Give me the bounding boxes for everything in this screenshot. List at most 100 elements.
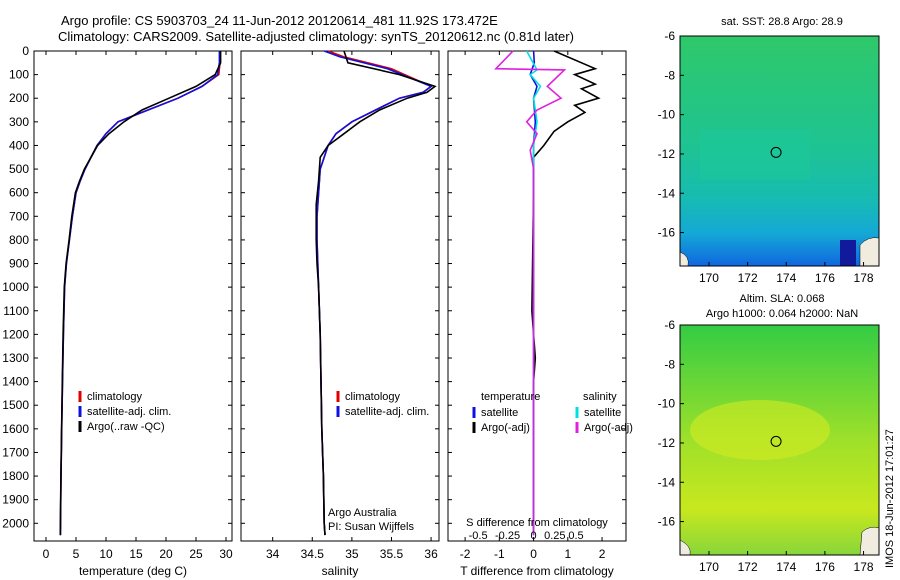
x-axis-label: T difference from climatology bbox=[460, 564, 614, 578]
sst-map-patch bbox=[700, 130, 810, 180]
y-tick-label: 1400 bbox=[2, 375, 29, 389]
s-tick-label: 0 bbox=[531, 530, 537, 542]
legend-label: satellite-adj. clim. bbox=[345, 406, 429, 418]
sla-map-title: Altim. SLA: 0.068 bbox=[740, 293, 825, 305]
legend-label: satellite-adj. clim. bbox=[87, 406, 171, 418]
y-tick-label: 200 bbox=[9, 91, 29, 105]
sla-map-subtitle: Argo h1000: 0.064 h2000: NaN bbox=[706, 308, 858, 320]
sst-map: sat. SST: 28.8 Argo: 28.9 170 172 174 176 17… bbox=[658, 16, 880, 285]
legend-label: satellite bbox=[481, 407, 518, 419]
side-stamp: IMOS 18-Jun-2012 17:01:27 bbox=[884, 429, 896, 568]
y-tick-label: 100 bbox=[9, 68, 29, 82]
y-tick-label: 700 bbox=[9, 209, 29, 223]
legend-label: satellite bbox=[584, 407, 621, 419]
y-tick-label: 1300 bbox=[2, 351, 29, 365]
map-y-tick-label: -8 bbox=[664, 357, 675, 371]
map-x-tick-label: 172 bbox=[738, 271, 758, 285]
y-tick-label: 600 bbox=[9, 186, 29, 200]
y-tick-label: 1100 bbox=[3, 304, 29, 318]
map-y-tick-label: -14 bbox=[658, 475, 676, 489]
map-x-tick-label: 172 bbox=[738, 560, 758, 574]
x-tick-label: 20 bbox=[159, 547, 173, 561]
map-x-tick-label: 170 bbox=[699, 271, 719, 285]
y-tick-label: 1500 bbox=[2, 398, 29, 412]
x-tick-label: 2 bbox=[599, 547, 606, 561]
x-axis-label-top: S difference from climatology bbox=[466, 517, 608, 529]
plot-frame bbox=[33, 50, 233, 542]
salinity-panel: 34 34.5 35 35.5 36 salinity climatology satelli… bbox=[240, 50, 440, 578]
map-y-tick-label: -10 bbox=[658, 397, 676, 411]
map-y-tick-label: -12 bbox=[658, 147, 676, 161]
y-tick-label: 0 bbox=[22, 44, 29, 58]
argo-location-marker bbox=[770, 146, 782, 158]
header-line-1: Argo profile: CS 5903703_24 11-Jun-2012 … bbox=[61, 13, 498, 28]
temperature-panel: 0100200300400500600700800900100011001200… bbox=[2, 44, 233, 578]
x-tick-label: 10 bbox=[99, 547, 113, 561]
legend-label: Argo(-adj) bbox=[481, 422, 530, 434]
y-tick-label: 1900 bbox=[2, 493, 29, 507]
legend-header-t: temperature bbox=[481, 391, 540, 403]
x-tick-label: -1 bbox=[494, 547, 505, 561]
s-tick-label: 0.25 bbox=[544, 530, 565, 542]
y-tick-label: 1200 bbox=[2, 327, 29, 341]
y-tick-label: 500 bbox=[9, 162, 29, 176]
x-axis-label: salinity bbox=[322, 564, 359, 578]
x-tick-label: -2 bbox=[460, 547, 471, 561]
sst-map-axes: 170 172 174 176 178 -6 -8 -10 -12 -14 -16 bbox=[658, 29, 874, 285]
map-y-tick-label: -16 bbox=[658, 226, 676, 240]
x-tick-label: 35 bbox=[345, 547, 359, 561]
y-tick-label: 900 bbox=[9, 257, 29, 271]
legend-label: climatology bbox=[345, 391, 401, 403]
x-tick-label: 34.5 bbox=[301, 547, 325, 561]
legend-label: Argo(..raw -QC) bbox=[87, 421, 165, 433]
map-y-tick-label: -16 bbox=[658, 515, 676, 529]
sla-map: Altim. SLA: 0.068 Argo h1000: 0.064 h200… bbox=[658, 293, 880, 574]
series-line-3 bbox=[494, 50, 567, 536]
s-tick-label: 0.5 bbox=[568, 530, 583, 542]
x-axis-label: temperature (deg C) bbox=[79, 564, 187, 578]
map-x-tick-label: 170 bbox=[699, 560, 719, 574]
x-tick-label: 36 bbox=[424, 547, 438, 561]
map-y-tick-label: -6 bbox=[664, 318, 675, 332]
sla-map-land bbox=[859, 526, 880, 556]
sst-map-title: sat. SST: 28.8 Argo: 28.9 bbox=[721, 16, 843, 28]
legend-label: Argo(-adj) bbox=[584, 422, 633, 434]
series-line-2 bbox=[59, 51, 222, 536]
map-y-tick-label: -12 bbox=[658, 436, 676, 450]
s-tick-label: -0.5 bbox=[469, 530, 488, 542]
sst-map-frame bbox=[679, 35, 880, 267]
x-tick-label: 0 bbox=[43, 547, 50, 561]
legend-label: climatology bbox=[87, 391, 143, 403]
map-y-tick-label: -10 bbox=[658, 108, 676, 122]
x-tick-label: 35.5 bbox=[380, 547, 404, 561]
x-tick-label: 25 bbox=[189, 547, 203, 561]
sla-map-highs bbox=[690, 400, 830, 460]
x-tick-label: 30 bbox=[219, 547, 233, 561]
y-tick-label: 1000 bbox=[2, 280, 29, 294]
map-y-tick-label: -14 bbox=[658, 186, 676, 200]
annotation-line: Argo Australia bbox=[328, 507, 397, 519]
y-tick-label: 300 bbox=[9, 115, 29, 129]
s-tick-label: -0.25 bbox=[495, 530, 520, 542]
map-y-tick-label: -8 bbox=[664, 68, 675, 82]
map-y-tick-label: -6 bbox=[664, 29, 675, 43]
x-tick-label: 34 bbox=[266, 547, 280, 561]
map-x-tick-label: 176 bbox=[815, 271, 835, 285]
map-x-tick-label: 176 bbox=[815, 560, 835, 574]
y-tick-label: 1700 bbox=[2, 445, 29, 459]
map-x-tick-label: 178 bbox=[854, 271, 874, 285]
map-x-tick-label: 174 bbox=[776, 560, 796, 574]
x-tick-label: 0 bbox=[530, 547, 537, 561]
x-tick-label: 15 bbox=[129, 547, 143, 561]
map-x-tick-label: 178 bbox=[854, 560, 874, 574]
annotation-line: PI: Susan Wijffels bbox=[328, 521, 414, 533]
x-tick-label: 5 bbox=[73, 547, 80, 561]
x-tick-label: 1 bbox=[564, 547, 571, 561]
y-tick-label: 1800 bbox=[2, 469, 29, 483]
y-tick-label: 1600 bbox=[2, 422, 29, 436]
series-line-2 bbox=[315, 50, 437, 536]
sst-map-dark-patch bbox=[840, 240, 856, 266]
y-tick-label: 400 bbox=[9, 138, 29, 152]
y-tick-label: 2000 bbox=[2, 516, 29, 530]
